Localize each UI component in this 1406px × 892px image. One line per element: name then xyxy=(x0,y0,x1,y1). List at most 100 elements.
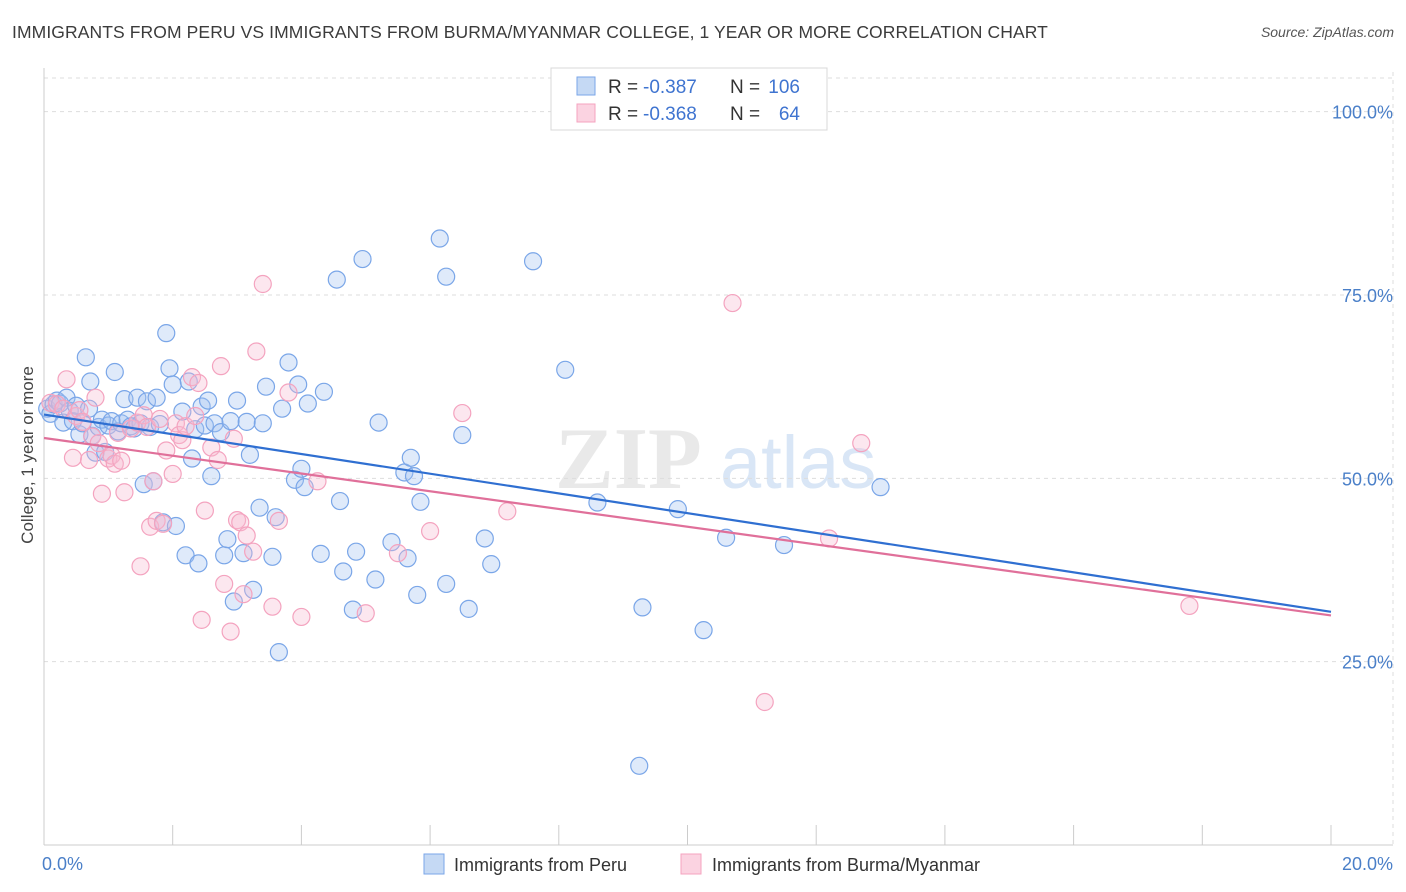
burma-point-61 xyxy=(453,403,472,423)
peru-point-89 xyxy=(401,448,420,467)
peru-point-96 xyxy=(453,425,472,445)
peru-point-59 xyxy=(234,544,253,563)
burma-point-54 xyxy=(269,511,288,530)
peru-point-85 xyxy=(369,413,388,432)
burma-point-18 xyxy=(115,483,134,502)
peru-point-57 xyxy=(224,592,243,611)
legend-n-label-peru: N = xyxy=(730,77,760,98)
peru-point-70 xyxy=(279,353,298,372)
bottom-legend-swatch-burma xyxy=(680,853,702,875)
burma-point-46 xyxy=(227,511,247,530)
burma-point-39 xyxy=(195,501,214,520)
peru-point-54 xyxy=(215,546,234,565)
peru-point-35 xyxy=(147,388,166,407)
burma-point-67 xyxy=(1180,596,1199,616)
source-label: Source: ZipAtlas.com xyxy=(1260,24,1394,40)
legend-n-value-burma: 64 xyxy=(779,104,801,125)
peru-point-56 xyxy=(221,412,240,431)
burma-point-64 xyxy=(755,692,774,712)
peru-point-60 xyxy=(237,412,256,431)
peru-point-69 xyxy=(272,399,292,418)
bottom-legend-label-peru: Immigrants from Peru xyxy=(454,855,627,875)
burma-point-63 xyxy=(723,293,742,313)
peru-point-97 xyxy=(459,599,478,618)
peru-point-39 xyxy=(160,359,179,378)
legend-r-value-burma: -0.368 xyxy=(643,104,697,125)
peru-point-40 xyxy=(163,375,182,394)
peru-point-66 xyxy=(263,547,282,566)
burma-point-21 xyxy=(131,557,150,576)
burma-point-55 xyxy=(279,383,298,402)
legend-r-value-peru: -0.387 xyxy=(643,77,697,98)
legend-r-label-burma: R = xyxy=(608,104,638,125)
peru-point-92 xyxy=(411,492,430,511)
burma-point-8 xyxy=(79,450,99,470)
peru-point-65 xyxy=(256,377,276,396)
burma-point-44 xyxy=(221,622,240,641)
burma-point-41 xyxy=(208,450,227,470)
burma-point-53 xyxy=(263,597,282,616)
peru-point-102 xyxy=(588,493,607,512)
peru-point-32 xyxy=(137,392,157,411)
burma-point-52 xyxy=(253,274,272,294)
y-tick-label-75: 75.0% xyxy=(1342,286,1393,306)
series-burma-points xyxy=(41,274,1199,712)
burma-point-56 xyxy=(292,607,311,627)
peru-point-108 xyxy=(871,478,890,497)
peru-point-29 xyxy=(128,388,147,407)
burma-point-49 xyxy=(237,526,256,545)
bottom-legend-label-burma: Immigrants from Burma/Myanmar xyxy=(712,855,980,875)
peru-point-38 xyxy=(157,324,176,343)
burma-point-30 xyxy=(163,464,182,484)
peru-point-86 xyxy=(382,533,401,552)
watermark-atlas: atlas xyxy=(720,421,876,504)
burma-point-28 xyxy=(153,514,173,533)
burma-point-48 xyxy=(234,585,253,604)
burma-point-36 xyxy=(186,406,205,426)
y-tick-label-25: 25.0% xyxy=(1342,653,1393,673)
peru-point-78 xyxy=(327,270,346,289)
legend-box xyxy=(550,67,828,131)
peru-point-55 xyxy=(218,530,237,549)
chart-title: IMMIGRANTS FROM PERU VS IMMIGRANTS FROM … xyxy=(12,22,1048,42)
burma-point-27 xyxy=(150,409,169,429)
legend-n-value-peru: 106 xyxy=(768,77,800,98)
burma-point-6 xyxy=(70,401,89,420)
peru-point-47 xyxy=(189,554,208,573)
bottom-legend: Immigrants from Peru Immigrants from Bur… xyxy=(423,853,980,875)
peru-point-82 xyxy=(346,542,366,561)
burma-point-12 xyxy=(92,484,112,503)
legend-swatch-burma xyxy=(576,103,596,123)
peru-point-104 xyxy=(668,500,687,519)
burma-point-66 xyxy=(852,434,871,453)
trend-lines xyxy=(43,413,1332,617)
peru-point-71 xyxy=(285,470,305,489)
peru-point-76 xyxy=(311,544,330,563)
series-peru-points xyxy=(38,229,890,775)
watermark: ZIP atlas xyxy=(555,411,876,508)
peru-point-62 xyxy=(244,580,263,599)
x-tick-label-max: 20.0% xyxy=(1342,854,1393,874)
peru-point-93 xyxy=(430,229,449,248)
peru-point-109 xyxy=(630,756,649,775)
peru-point-43 xyxy=(176,546,195,565)
peru-point-98 xyxy=(475,529,494,548)
y-tick-label-100: 100.0% xyxy=(1332,103,1393,123)
peru-point-68 xyxy=(269,643,288,662)
x-tick-label-min: 0.0% xyxy=(42,854,83,874)
burma-point-59 xyxy=(388,544,408,563)
burma-point-62 xyxy=(498,502,517,521)
peru-point-88 xyxy=(398,549,417,568)
peru-point-61 xyxy=(240,445,260,464)
burma-point-17 xyxy=(112,451,131,470)
burma-point-25 xyxy=(144,472,163,491)
burma-point-11 xyxy=(89,434,108,453)
peru-point-79 xyxy=(330,491,350,511)
peru-point-94 xyxy=(437,267,456,286)
burma-point-50 xyxy=(244,542,263,561)
peru-point-75 xyxy=(298,394,317,413)
burma-point-42 xyxy=(211,357,231,376)
burma-point-4 xyxy=(63,448,83,467)
burma-point-3 xyxy=(57,370,76,389)
burma-point-10 xyxy=(86,388,105,407)
